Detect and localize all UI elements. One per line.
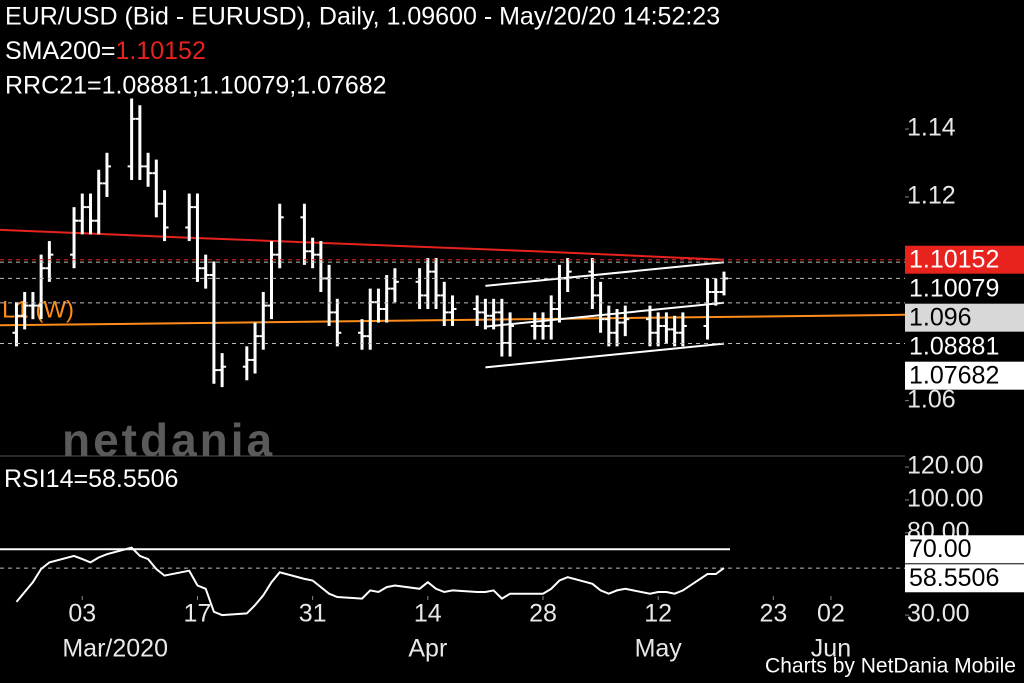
value-box-label: 1.07682 — [909, 361, 999, 389]
header: EUR/USD (Bid - EURUSD), Daily, 1.09600 -… — [4, 3, 1016, 678]
value-box-label: 1.10079 — [909, 274, 999, 302]
x-tick-label: 31 — [299, 600, 327, 628]
sma-legend: SMA200=1.10152 — [5, 37, 206, 65]
y-tick-label: 1.12 — [907, 182, 956, 210]
plot: L1 (W) 03 17 31 14 28 12 23 02 Mar/2020 Apr May Jun — [0, 98, 906, 663]
value-box-label: 1.096 — [909, 303, 972, 331]
value-box — [905, 303, 1024, 332]
value-box-label: 1.08881 — [909, 332, 999, 360]
value-box — [905, 274, 1024, 303]
y-tick-label: 1.14 — [907, 114, 956, 142]
rsi-tick-label: 100.00 — [907, 485, 983, 513]
x-tick-label: 17 — [184, 600, 212, 628]
chart-title: EUR/USD (Bid - EURUSD), Daily, 1.09600 -… — [5, 3, 720, 31]
x-month-label: Apr — [408, 635, 447, 663]
x-tick-label: 02 — [817, 600, 845, 628]
watermark: netdania — [62, 414, 275, 466]
x-month-label: Mar/2020 — [62, 635, 168, 663]
rsi-tick-label: 30.00 — [907, 600, 970, 628]
x-tick-label: 23 — [759, 600, 787, 628]
value-box — [905, 361, 1024, 390]
channel-mid — [485, 301, 725, 328]
y-tick-label: 1.06 — [907, 385, 956, 413]
rsi-tick-label: 120.00 — [907, 452, 983, 480]
sma-value: 1.10152 — [116, 37, 206, 65]
sma-label: SMA200= — [5, 37, 116, 65]
rsi-label: RSI14= — [4, 465, 88, 493]
rsi-legend: RSI14=58.5506 — [4, 465, 178, 493]
x-tick-label: 14 — [414, 600, 442, 628]
value-box — [905, 245, 1024, 274]
value-box-label: 1.10152 — [909, 245, 999, 273]
rsi-line — [15, 546, 725, 617]
right-axis: 1.06 1.12 1.14 1.101521.100791.0961.088811.… — [905, 114, 1024, 628]
value-box — [905, 332, 1024, 361]
x-tick-label: 12 — [644, 600, 672, 628]
footer: Charts by NetDania Mobile — [765, 655, 1016, 678]
x-month-label: May — [635, 635, 683, 663]
channel-lower — [485, 342, 725, 369]
x-tick-label: 03 — [68, 600, 96, 628]
level-label: L1 (W) — [2, 297, 74, 324]
sma-line — [0, 228, 725, 261]
rsi-level-label: 70.00 — [909, 535, 972, 563]
rsi-last-label: 58.5506 — [909, 564, 999, 592]
x-tick-label: 28 — [529, 600, 557, 628]
rsi-value: 58.5506 — [88, 465, 178, 493]
rsi-level-box — [905, 535, 1024, 564]
channel-upper — [485, 261, 725, 287]
rsi-last-box — [905, 564, 1024, 593]
channel-legend: RRC21=1.08881;1.10079;1.07682 — [5, 72, 387, 100]
x-month-label: Jun — [811, 635, 851, 663]
